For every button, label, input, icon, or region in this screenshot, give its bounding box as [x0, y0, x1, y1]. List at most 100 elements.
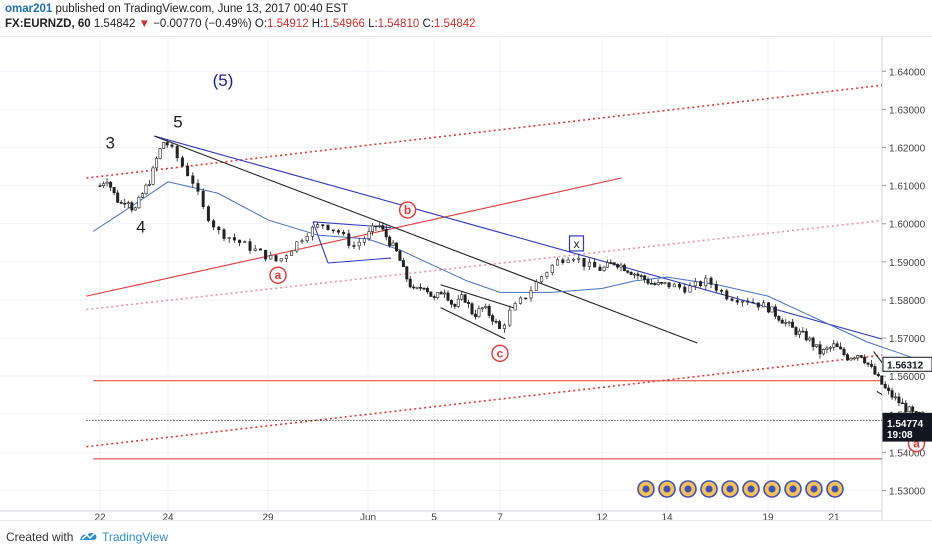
candle-body — [626, 270, 630, 273]
candle-body — [818, 344, 822, 355]
candle — [663, 282, 667, 285]
candle-body — [890, 390, 894, 398]
candle — [175, 144, 179, 162]
candle — [876, 371, 880, 377]
candle — [123, 198, 127, 209]
event-dot — [831, 485, 839, 493]
candle — [863, 354, 867, 365]
candle-body — [412, 286, 416, 289]
black-channel-top — [440, 284, 516, 309]
time-tick-label: 22 — [94, 512, 106, 521]
candle — [709, 276, 713, 288]
candle — [258, 248, 262, 251]
tradingview-brand-link[interactable]: TradingView — [102, 530, 169, 544]
candle — [787, 320, 791, 327]
candle — [151, 165, 155, 186]
candle-body — [649, 282, 653, 285]
calendar-event-icon — [721, 480, 739, 498]
candle — [609, 259, 613, 264]
candle — [408, 275, 412, 289]
candle-body — [201, 190, 205, 208]
wave-label: b — [404, 203, 411, 217]
candle-body — [470, 303, 474, 315]
candle — [639, 273, 643, 280]
candle — [367, 227, 371, 242]
candle — [316, 221, 320, 229]
candle — [264, 249, 268, 262]
tradingview-logo-icon[interactable] — [78, 529, 98, 543]
candle-body — [419, 287, 423, 289]
candle — [347, 229, 351, 249]
price-tick-label: 1.61000 — [889, 182, 926, 193]
candle — [667, 282, 671, 289]
last-price: 1.54842 — [93, 18, 136, 30]
candle — [491, 313, 495, 326]
candle-body — [494, 320, 498, 323]
price-chart[interactable]: 1.530001.540001.550001.560001.570001.580… — [0, 37, 932, 521]
candle-body — [148, 184, 152, 186]
candle — [460, 291, 464, 302]
candle — [791, 318, 795, 328]
candle — [196, 179, 200, 196]
candle — [714, 280, 718, 293]
candle — [508, 305, 512, 328]
candle — [432, 294, 436, 301]
candle — [587, 258, 591, 270]
candle — [900, 398, 904, 405]
candle — [513, 301, 517, 311]
candle-body — [683, 286, 687, 293]
price-label-box — [882, 415, 932, 431]
candle-body — [391, 242, 395, 246]
candle-body — [598, 266, 602, 271]
candle-body — [300, 240, 304, 243]
candle-body — [446, 292, 450, 301]
candle-body — [227, 237, 231, 239]
author-link[interactable]: omar201 — [5, 3, 53, 15]
candle — [126, 200, 130, 208]
ema-line — [92, 181, 932, 365]
candle-body — [693, 281, 697, 287]
candle-body — [815, 344, 819, 347]
ohlc-line: FX:EURNZD, 60 1.54842 ▼ −0.00770 (−0.49%… — [5, 18, 476, 30]
candle — [497, 319, 501, 330]
candle-body — [534, 281, 538, 291]
event-dot — [726, 485, 734, 493]
candle-body — [794, 327, 798, 335]
candle-body — [98, 185, 102, 187]
candle-body — [616, 264, 620, 268]
candle — [524, 297, 528, 300]
candle — [331, 229, 335, 234]
pink-dotted-mid — [86, 219, 882, 311]
candle — [467, 299, 471, 309]
candle — [137, 195, 141, 209]
candle-body — [904, 402, 908, 412]
candle-body — [825, 347, 829, 350]
candle — [295, 241, 299, 253]
time-tick-label: 14 — [661, 512, 673, 521]
candle-body — [144, 184, 148, 194]
candle-body — [425, 287, 429, 293]
candle — [484, 303, 488, 310]
candle-body — [622, 264, 626, 272]
candle — [453, 303, 457, 310]
candle-body — [545, 272, 549, 277]
candle-body — [828, 347, 832, 349]
candle — [357, 237, 361, 250]
candle-body — [540, 276, 544, 283]
candle-body — [571, 258, 575, 261]
candle — [704, 274, 708, 290]
candle-body — [849, 357, 853, 361]
candle-body — [835, 343, 839, 348]
candle-body — [856, 355, 860, 359]
candle — [463, 293, 467, 304]
price-change: −0.00770 (−0.49%) — [153, 18, 252, 30]
candle-body — [643, 275, 647, 280]
candle-body — [808, 337, 812, 341]
time-tick-label: 24 — [162, 512, 174, 521]
candle — [869, 359, 873, 369]
candle — [412, 284, 416, 290]
candle-body — [109, 181, 113, 188]
chart-area[interactable]: 1.530001.540001.550001.560001.570001.580… — [0, 36, 932, 521]
candle-body — [180, 157, 184, 167]
candle-body — [384, 228, 388, 238]
